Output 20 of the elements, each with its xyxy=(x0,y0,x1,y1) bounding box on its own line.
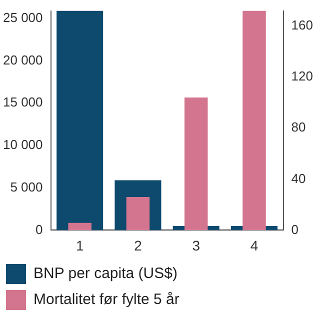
x-tick-label: 4 xyxy=(250,237,258,254)
bar xyxy=(68,222,92,230)
y-tick-label: 25 000 xyxy=(2,10,43,25)
y-tick-label: 20 000 xyxy=(2,52,43,68)
y2-tick-label: 160 xyxy=(291,18,314,33)
x-tick-label: 3 xyxy=(192,237,200,254)
y2-tick-label: 120 xyxy=(291,68,314,84)
x-tick-label: 2 xyxy=(134,237,142,254)
y2-tick-label: 40 xyxy=(291,170,306,186)
bar xyxy=(126,197,150,230)
y-tick-label: 5 000 xyxy=(10,179,43,194)
y-tick-label: 15 000 xyxy=(2,94,43,110)
x-tick-label: 1 xyxy=(76,237,84,254)
bar xyxy=(56,10,104,230)
legend-label: BNP per capita (US$) xyxy=(34,265,178,282)
y2-tick-label: 80 xyxy=(291,120,306,135)
y2-tick-label: 0 xyxy=(291,222,299,237)
legend-label: Mortalitet før fylte 5 år xyxy=(34,291,180,308)
y-tick-label: 10 000 xyxy=(2,137,43,152)
y-tick-label: 0 xyxy=(36,222,43,237)
